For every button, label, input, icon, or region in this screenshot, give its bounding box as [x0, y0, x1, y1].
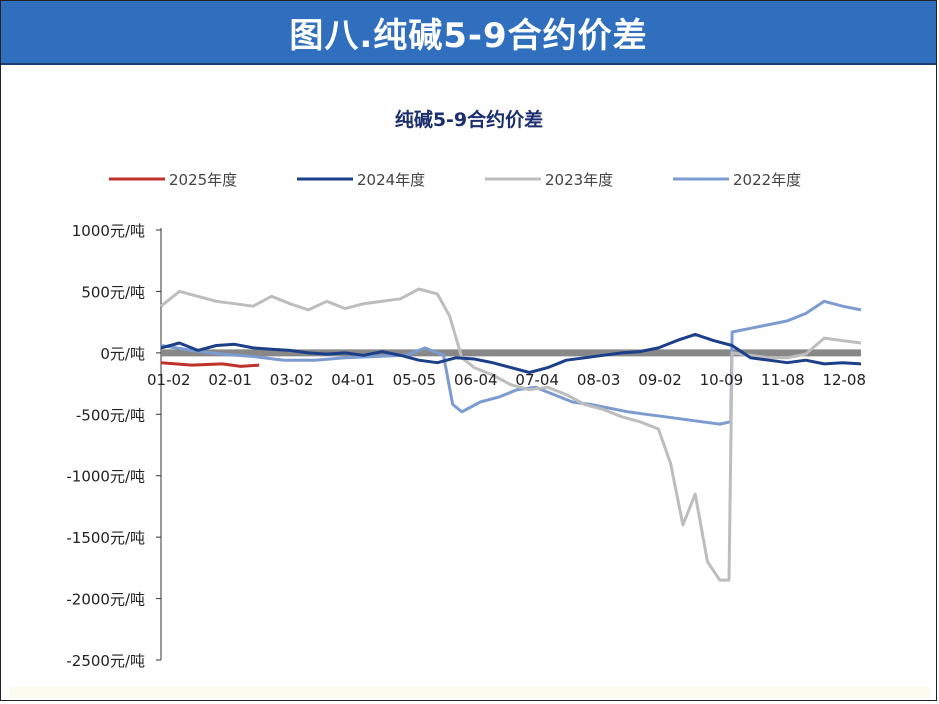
x-tick-label: 05-05 [393, 371, 437, 389]
x-axis-ticks: 01-02 02-01 03-02 04-01 05-05 06-04 07-04 08-03… [147, 371, 866, 389]
series-line-2023年度 [160, 287, 862, 582]
page-title: 图八.纯碱5-9合约价差 [289, 15, 648, 56]
y-tick-label: -2500元/吨 [66, 652, 145, 670]
x-tick-label: 04-01 [331, 371, 375, 389]
legend-label: 2022年度 [733, 171, 801, 189]
y-tick-label: 0元/吨 [100, 345, 145, 363]
legend: 2025年度 2024年度 2023年度 2022年度 [109, 171, 801, 189]
banner: 图八.纯碱5-9合约价差 [1, 1, 936, 65]
x-tick-label: 06-04 [454, 371, 498, 389]
chart-svg: 纯碱5-9合约价差 2025年度 2024年度 2023年度 2022年度 1000元… [66, 108, 866, 670]
x-tick-label: 01-02 [147, 371, 191, 389]
legend-label: 2024年度 [357, 171, 425, 189]
x-tick-label: 02-01 [208, 371, 252, 389]
legend-label: 2023年度 [545, 171, 613, 189]
footer-strip [9, 687, 930, 699]
x-tick-label: 03-02 [270, 371, 314, 389]
y-tick-label: 500元/吨 [81, 283, 145, 301]
series-line-2024年度 [160, 332, 862, 374]
y-tick-label: -500元/吨 [76, 406, 145, 424]
legend-label: 2025年度 [169, 171, 237, 189]
series-line-2025年度 [160, 361, 260, 368]
x-tick-label: 07-04 [515, 371, 559, 389]
series-group [160, 287, 862, 582]
x-tick-label: 12-08 [822, 371, 866, 389]
series-line-2022年度 [160, 299, 862, 426]
x-tick-label: 11-08 [761, 371, 805, 389]
x-tick-label: 08-03 [577, 371, 621, 389]
x-tick-label: 09-02 [638, 371, 682, 389]
y-tick-label: -1500元/吨 [66, 529, 145, 547]
y-tick-label: -1000元/吨 [66, 468, 145, 486]
chart-area: 纯碱5-9合约价差 2025年度 2024年度 2023年度 2022年度 1000元… [1, 65, 939, 704]
chart-title: 纯碱5-9合约价差 [395, 108, 543, 131]
x-tick-label: 10-09 [700, 371, 744, 389]
y-tick-label: -2000元/吨 [66, 591, 145, 609]
y-axis-ticks: 1000元/吨 500元/吨 0元/吨 -500元/吨 -1000元/吨 -1500元/吨… [66, 222, 161, 670]
y-tick-label: 1000元/吨 [72, 222, 145, 240]
